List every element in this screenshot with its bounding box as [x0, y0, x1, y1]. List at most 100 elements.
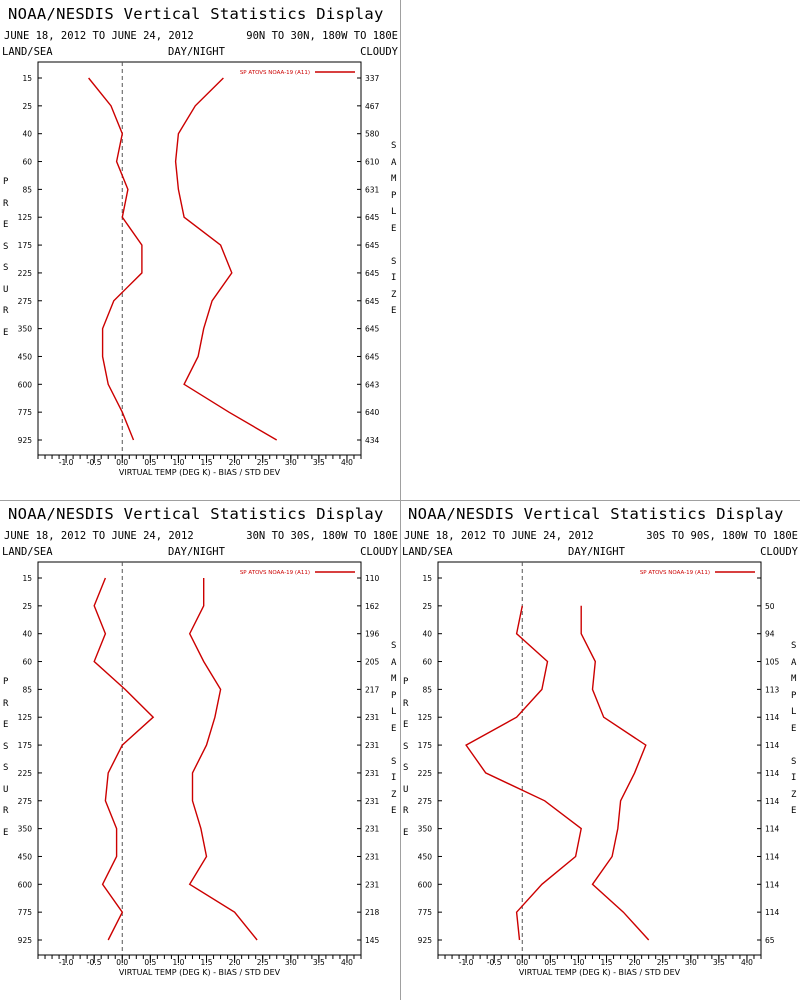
surface-label: LAND/SEA: [402, 546, 453, 558]
sample-size-label: 114: [765, 880, 780, 889]
x-tick-label: -1.0: [59, 458, 74, 467]
sample-size-label: 94: [765, 630, 775, 639]
x-tick-label: 2.0: [229, 458, 241, 467]
pressure-level-label: 275: [18, 797, 33, 806]
sample-size-label: 645: [365, 297, 380, 306]
pressure-level-label: 60: [22, 658, 32, 667]
x-tick-label: 0.0: [516, 958, 528, 967]
surface-label: LAND/SEA: [2, 546, 53, 558]
pressure-level-label: 85: [422, 685, 432, 694]
std_dev-line: [580, 605, 650, 941]
x-tick-label: 2.0: [629, 958, 641, 967]
pressure-level-label: 450: [418, 852, 433, 861]
x-axis-label: VIRTUAL TEMP (DEG K) - BIAS / STD DEV: [519, 968, 681, 977]
x-tick-label: 3.0: [685, 958, 697, 967]
bias-line: [88, 77, 143, 441]
pressure-level-label: 775: [18, 908, 33, 917]
sample-size-label: 231: [365, 880, 380, 889]
x-tick-label: 0.5: [544, 958, 556, 967]
legend-label: SP ATOVS NOAA-19 (A11): [240, 570, 310, 576]
sample-size-label: 114: [765, 852, 780, 861]
sample-size-label: 434: [365, 436, 380, 445]
x-tick-label: 1.0: [572, 958, 584, 967]
x-tick-label: -0.5: [87, 458, 102, 467]
pressure-level-label: 350: [18, 825, 33, 834]
sample-size-label: 645: [365, 213, 380, 222]
surface-label: LAND/SEA: [2, 46, 53, 58]
sample-size-label: 467: [365, 102, 380, 111]
x-tick-label: 0.0: [116, 958, 128, 967]
x-tick-label: -0.5: [487, 958, 502, 967]
sample-size-label: 205: [365, 658, 380, 667]
x-tick-label: 2.0: [229, 958, 241, 967]
x-tick-label: 4.0: [741, 958, 753, 967]
sky-label: CLOUDY: [760, 546, 798, 558]
chart-title: NOAA/NESDIS Vertical Statistics Display: [8, 505, 384, 523]
x-tick-label: 1.5: [201, 958, 213, 967]
pressure-level-label: 600: [418, 880, 433, 889]
pressure-level-label: 175: [18, 741, 33, 750]
pressure-level-label: 175: [418, 741, 433, 750]
sample-size-label: 640: [365, 408, 380, 417]
pressure-level-label: 85: [22, 685, 32, 694]
pressure-level-label: 15: [22, 74, 32, 83]
pressure-level-label: 175: [18, 241, 33, 250]
pressure-level-label: 25: [422, 602, 432, 611]
sample-size-label: 114: [765, 713, 780, 722]
date-range: JUNE 18, 2012 TO JUNE 24, 2012: [4, 530, 194, 542]
plot-area: -1.0 -0.5 0.0 0.5 1.0 1.5 2.0 2.5 3.0 3.5 4.0 VIRTU…: [418, 561, 780, 977]
sample-size-label: 218: [365, 908, 380, 917]
pressure-level-label: 350: [418, 825, 433, 834]
pressure-level-label: 40: [22, 130, 32, 139]
plot-area: -1.0 -0.5 0.0 0.5 1.0 1.5 2.0 2.5 3.0 3.5 4.0 VIRTU…: [18, 561, 380, 977]
pressure-level-label: 60: [22, 158, 32, 167]
x-tick-label: 3.5: [313, 958, 325, 967]
sample-size-label: 114: [765, 741, 780, 750]
pressure-level-label: 15: [22, 574, 32, 583]
sample-size-label: 231: [365, 825, 380, 834]
x-tick-label: 3.5: [713, 958, 725, 967]
horizontal-divider: [0, 500, 800, 501]
std_dev-line: [188, 578, 258, 941]
sample-size-label: 105: [765, 658, 780, 667]
pressure-level-label: 40: [422, 630, 432, 639]
bias-line: [93, 577, 155, 941]
chart-panel-tropics: NOAA/NESDIS Vertical Statistics Display J…: [0, 500, 400, 1000]
time-label: DAY/NIGHT: [168, 546, 225, 558]
sample-size-label: 580: [365, 130, 380, 139]
pressure-level-label: 775: [18, 408, 33, 417]
sample-size-label: 231: [365, 852, 380, 861]
sample-size-label: 196: [365, 630, 380, 639]
x-tick-label: 1.5: [601, 958, 613, 967]
pressure-level-label: 600: [18, 880, 33, 889]
x-tick-label: 1.5: [201, 458, 213, 467]
sample-size-label: 645: [365, 241, 380, 250]
sample-size-label: 114: [765, 797, 780, 806]
std_dev-line: [174, 77, 278, 441]
pressure-level-label: 925: [18, 936, 33, 945]
pressure-level-label: 275: [18, 297, 33, 306]
time-label: DAY/NIGHT: [568, 546, 625, 558]
region-label: 30S TO 90S, 180W TO 180E: [646, 530, 798, 542]
x-tick-label: 3.5: [313, 458, 325, 467]
sample-size-label: 645: [365, 269, 380, 278]
sky-label: CLOUDY: [360, 546, 398, 558]
date-range: JUNE 18, 2012 TO JUNE 24, 2012: [404, 530, 594, 542]
chart-panel-nh: NOAA/NESDIS Vertical Statistics Display J…: [0, 0, 400, 500]
plot-frame: [437, 561, 762, 956]
sample-size-label: 113: [765, 685, 780, 694]
x-tick-label: 2.5: [257, 458, 269, 467]
pressure-level-label: 225: [18, 269, 33, 278]
x-tick-label: -0.5: [87, 958, 102, 967]
sample-size-label: 337: [365, 74, 380, 83]
x-tick-label: 1.0: [172, 958, 184, 967]
time-label: DAY/NIGHT: [168, 46, 225, 58]
x-axis-label: VIRTUAL TEMP (DEG K) - BIAS / STD DEV: [119, 968, 281, 977]
sample-size-label: 162: [365, 602, 380, 611]
x-tick-label: -1.0: [459, 958, 474, 967]
pressure-level-label: 775: [418, 908, 433, 917]
x-tick-label: 0.0: [116, 458, 128, 467]
pressure-level-label: 275: [418, 797, 433, 806]
legend-label: SP ATOVS NOAA-19 (A11): [640, 570, 710, 576]
legend-label: SP ATOVS NOAA-19 (A11): [240, 70, 310, 76]
